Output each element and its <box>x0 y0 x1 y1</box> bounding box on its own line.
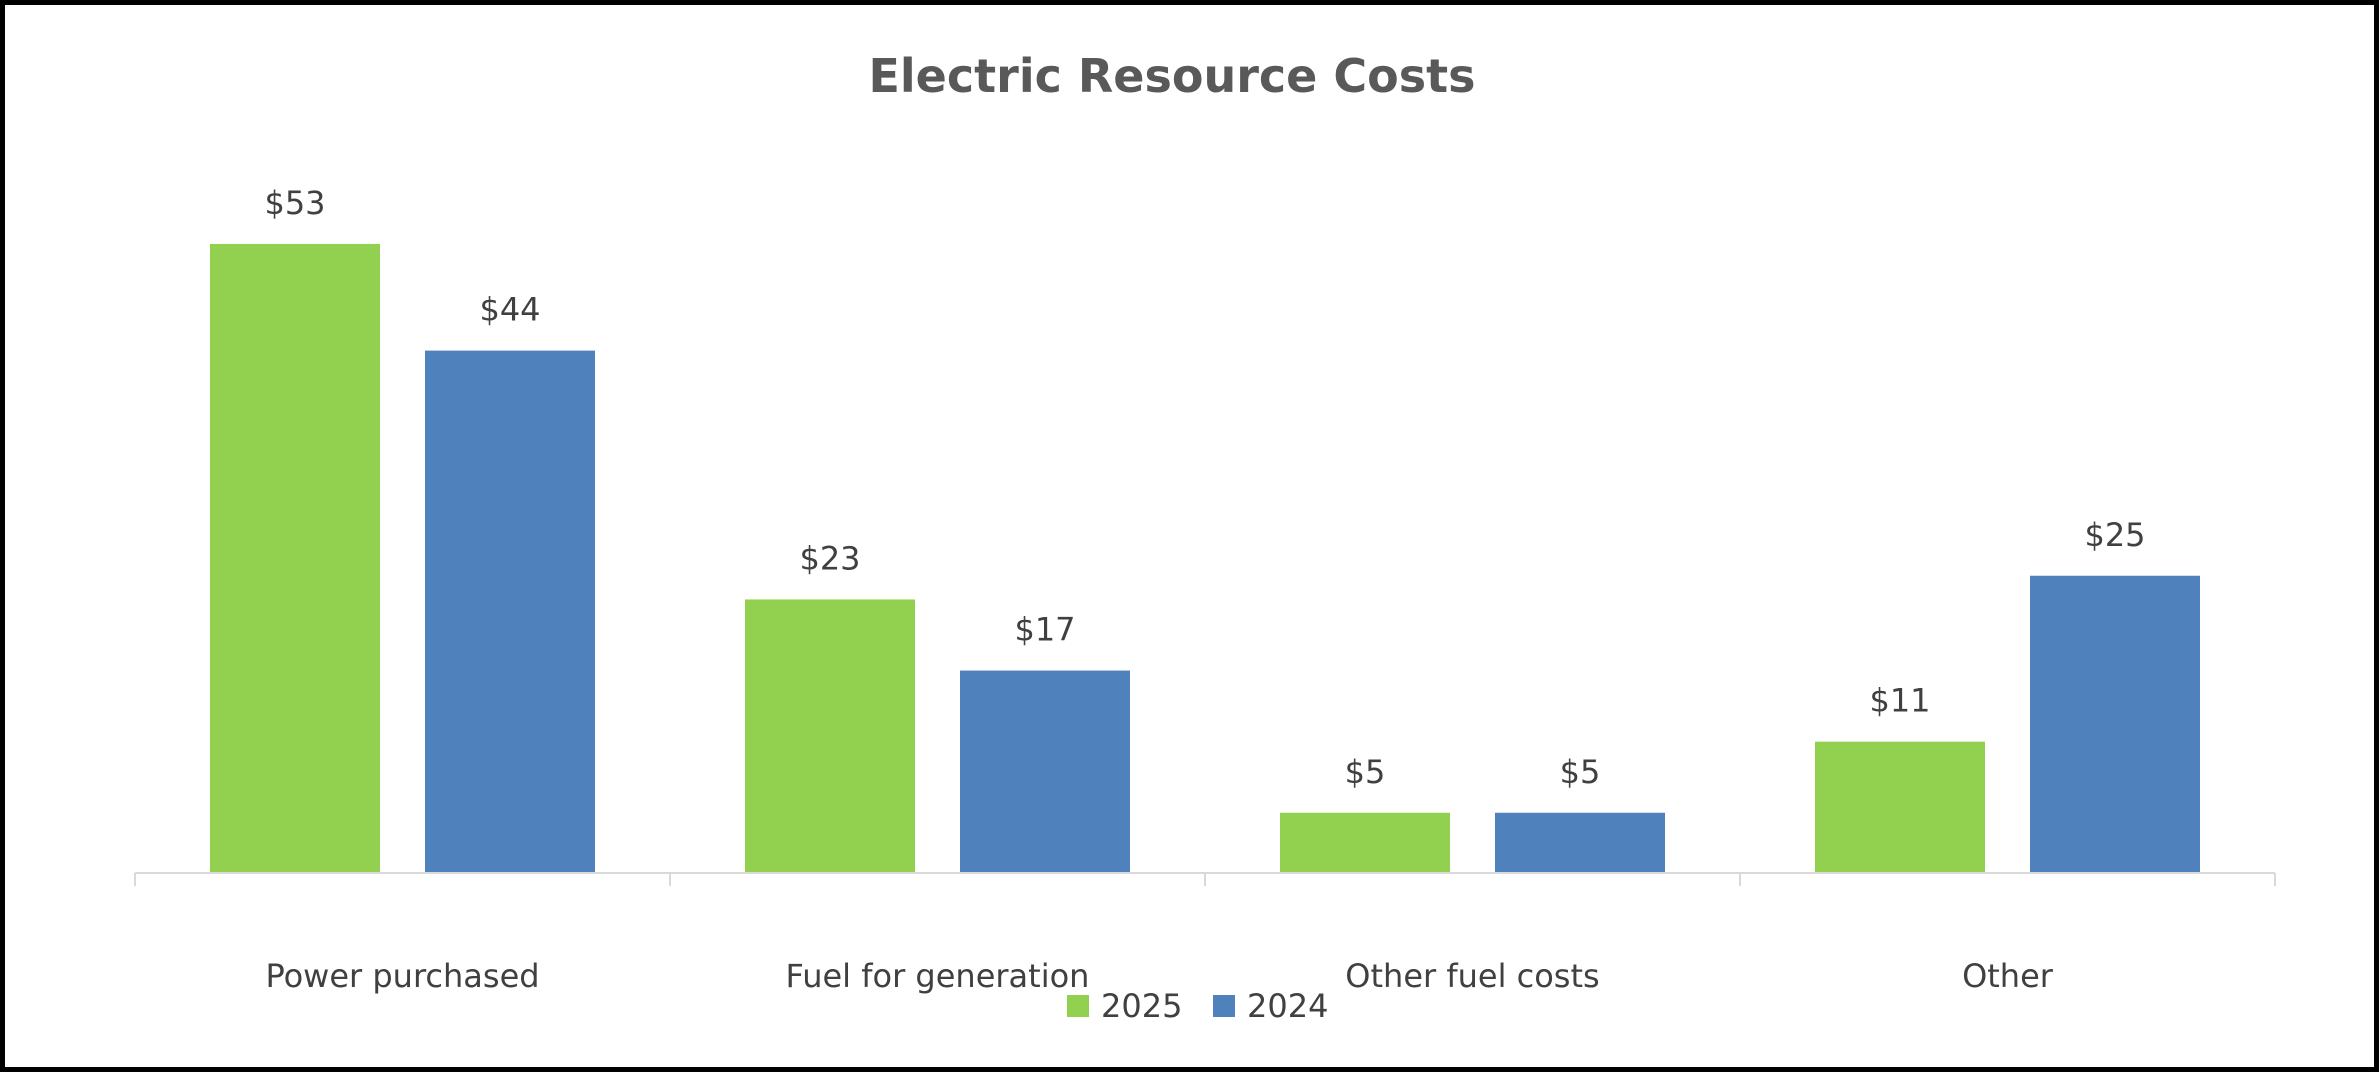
bars-layer <box>210 243 2200 873</box>
category-label-1: Power purchased <box>265 957 539 995</box>
category-labels-layer: Power purchased Fuel for generation Other … <box>265 957 2053 995</box>
data-label-2024-1: $44 <box>479 291 540 329</box>
legend-swatch-2025 <box>1067 995 1089 1017</box>
chart-title: Electric Resource Costs <box>868 49 1475 103</box>
data-label-2025-3: $5 <box>1345 753 1386 791</box>
data-label-2025-1: $53 <box>264 184 325 222</box>
bar-2024-4 <box>2030 575 2200 872</box>
data-label-2024-2: $17 <box>1014 611 1075 649</box>
legend-swatch-2024 <box>1213 995 1235 1017</box>
legend: 2025 2024 <box>1067 987 1328 1025</box>
data-label-2025-4: $11 <box>1869 682 1930 720</box>
bar-2025-1 <box>210 243 380 872</box>
axis-layer <box>134 872 2276 886</box>
bar-2025-3 <box>1280 812 1450 872</box>
chart-svg: Electric Resource Costs $53$44$23$17$5 $5… <box>134 49 2276 1025</box>
bar-2024-2 <box>960 670 1130 872</box>
category-label-4: Other <box>1962 957 2054 995</box>
legend-label-2024: 2024 <box>1247 987 1328 1025</box>
data-labels-layer: $53 $44 $23 $17 $5 $5 $11 $25 <box>264 184 2145 791</box>
bar-2024-3 <box>1495 812 1665 872</box>
data-label-2025-2: $23 <box>799 539 860 577</box>
legend-label-2025: 2025 <box>1101 987 1182 1025</box>
data-label-2024-3: $5 <box>1560 753 1601 791</box>
data-label-2024-4: $25 <box>2084 516 2145 554</box>
bar-2025-4 <box>1815 741 1985 872</box>
bar-2024-1 <box>425 350 595 873</box>
category-label-2: Fuel for generation <box>786 957 1090 995</box>
bar-2025-2 <box>745 599 915 872</box>
category-label-3: Other fuel costs <box>1345 957 1599 995</box>
